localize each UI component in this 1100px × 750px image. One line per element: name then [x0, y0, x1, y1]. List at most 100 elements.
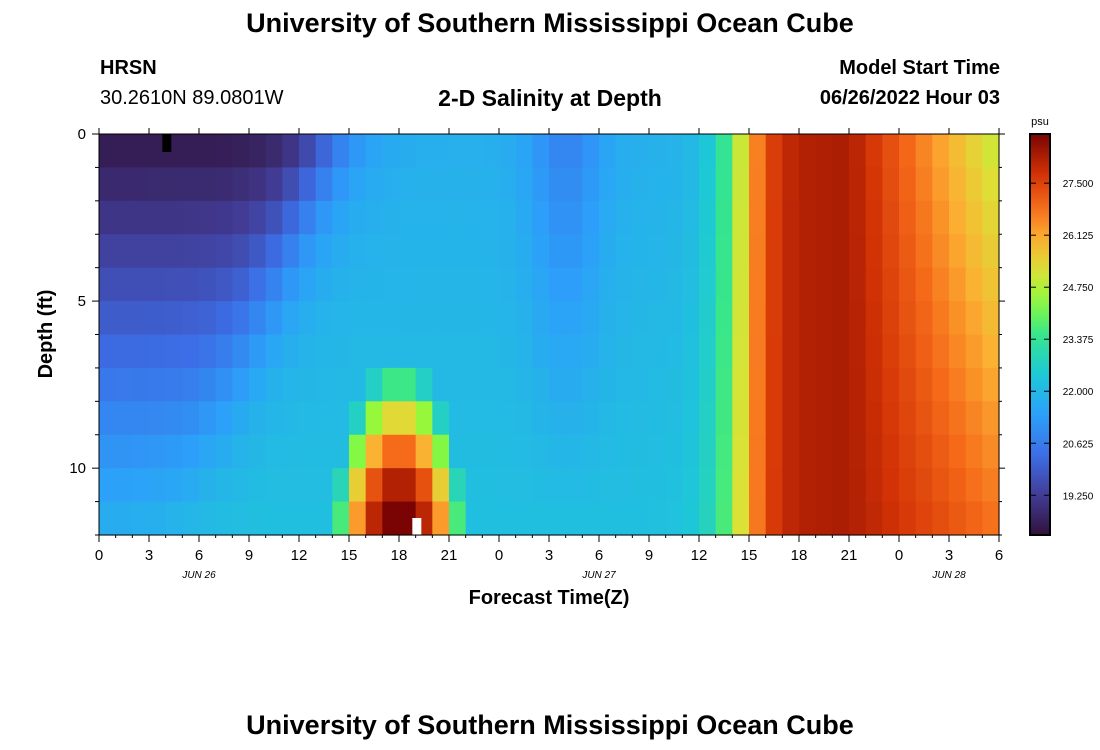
heatmap-cell: [115, 200, 133, 235]
heatmap-cell: [665, 200, 683, 235]
heatmap-cell: [949, 234, 967, 269]
heatmap-cell: [832, 367, 850, 402]
heatmap-cell: [882, 367, 900, 402]
heatmap-cell: [715, 234, 733, 269]
heatmap-cell: [932, 234, 950, 269]
heatmap-cell: [232, 267, 250, 302]
heatmap-cell: [765, 468, 783, 503]
heatmap-cell: [332, 468, 350, 503]
x-axis-label: Forecast Time(Z): [469, 587, 630, 609]
heatmap-cell: [849, 334, 867, 369]
heatmap-cell: [649, 234, 667, 269]
heatmap-cell: [965, 267, 983, 302]
y-tick-label: 10: [69, 460, 86, 477]
heatmap-cell: [915, 468, 933, 503]
heatmap-cell: [715, 167, 733, 202]
heatmap-cell: [749, 301, 767, 336]
heatmap-cell: [115, 434, 133, 469]
heatmap-cell: [332, 301, 350, 336]
heatmap-cell: [932, 334, 950, 369]
heatmap-cell: [215, 434, 233, 469]
heatmap-cell: [615, 468, 633, 503]
heatmap-cell: [415, 401, 433, 436]
heatmap-cell: [515, 334, 533, 369]
heatmap-cell: [615, 301, 633, 336]
heatmap-cell: [365, 301, 383, 336]
heatmap-cell: [865, 434, 883, 469]
heatmap-cell: [449, 234, 467, 269]
heatmap-cell: [532, 167, 550, 202]
heatmap-cell: [732, 200, 750, 235]
heatmap-cell: [982, 167, 1000, 202]
heatmap-cell: [715, 401, 733, 436]
heatmap-cell: [932, 167, 950, 202]
heatmap-cell: [532, 267, 550, 302]
heatmap-cell: [865, 301, 883, 336]
heatmap-cell: [199, 401, 217, 436]
x-tick-label: 18: [391, 547, 408, 564]
heatmap-cell: [949, 434, 967, 469]
heatmap-cell: [165, 234, 183, 269]
heatmap-cell: [982, 334, 1000, 369]
heatmap-cell: [715, 468, 733, 503]
heatmap-cell: [499, 301, 517, 336]
heatmap-cell: [682, 334, 700, 369]
heatmap-cell: [965, 367, 983, 402]
heatmap-cell: [332, 334, 350, 369]
heatmap-cell: [115, 134, 133, 169]
heatmap-cell: [565, 200, 583, 235]
heatmap-cell: [565, 234, 583, 269]
heatmap-cell: [399, 301, 417, 336]
heatmap-cell: [565, 334, 583, 369]
heatmap-cell: [749, 401, 767, 436]
heatmap-cell: [865, 167, 883, 202]
heatmap-cell: [265, 301, 283, 336]
heatmap-cell: [699, 468, 717, 503]
heatmap-cell: [315, 267, 333, 302]
heatmap-cell: [132, 401, 150, 436]
heatmap-cell: [515, 267, 533, 302]
heatmap-cell: [649, 200, 667, 235]
heatmap-cell: [149, 167, 167, 202]
heatmap-cell: [865, 334, 883, 369]
heatmap-cell: [115, 334, 133, 369]
heatmap-cell: [382, 501, 400, 536]
heatmap-cell: [799, 434, 817, 469]
heatmap-cell: [982, 434, 1000, 469]
heatmap-cell: [832, 401, 850, 436]
heatmap-cell: [465, 434, 483, 469]
heatmap-cell: [499, 134, 517, 169]
heatmap-cell: [865, 200, 883, 235]
heatmap-cell: [515, 200, 533, 235]
heatmap-cell: [299, 234, 317, 269]
heatmap-cell: [915, 334, 933, 369]
heatmap-cell: [382, 334, 400, 369]
heatmap-cell: [582, 401, 600, 436]
heatmap-cell: [949, 501, 967, 536]
heatmap-cell: [332, 501, 350, 536]
heatmap-cell: [549, 200, 567, 235]
heatmap-cell: [99, 200, 117, 235]
heatmap-cell: [699, 134, 717, 169]
heatmap-cell: [699, 200, 717, 235]
heatmap-cell: [115, 367, 133, 402]
heatmap-cell: [199, 301, 217, 336]
heatmap-cell: [282, 367, 300, 402]
heatmap-cell: [865, 267, 883, 302]
heatmap-cell: [932, 501, 950, 536]
heatmap-cell: [949, 334, 967, 369]
heatmap-cell: [199, 334, 217, 369]
heatmap-cell: [465, 501, 483, 536]
heatmap-cell: [832, 501, 850, 536]
heatmap-cell: [699, 401, 717, 436]
heatmap-cell: [615, 267, 633, 302]
heatmap-cell: [815, 468, 833, 503]
heatmap-cell: [932, 301, 950, 336]
heatmap-cell: [382, 367, 400, 402]
heatmap-cell: [649, 367, 667, 402]
heatmap-cell: [215, 167, 233, 202]
heatmap-cell: [449, 367, 467, 402]
heatmap-cell: [699, 434, 717, 469]
heatmap-cell: [599, 301, 617, 336]
heatmap-cell: [199, 468, 217, 503]
